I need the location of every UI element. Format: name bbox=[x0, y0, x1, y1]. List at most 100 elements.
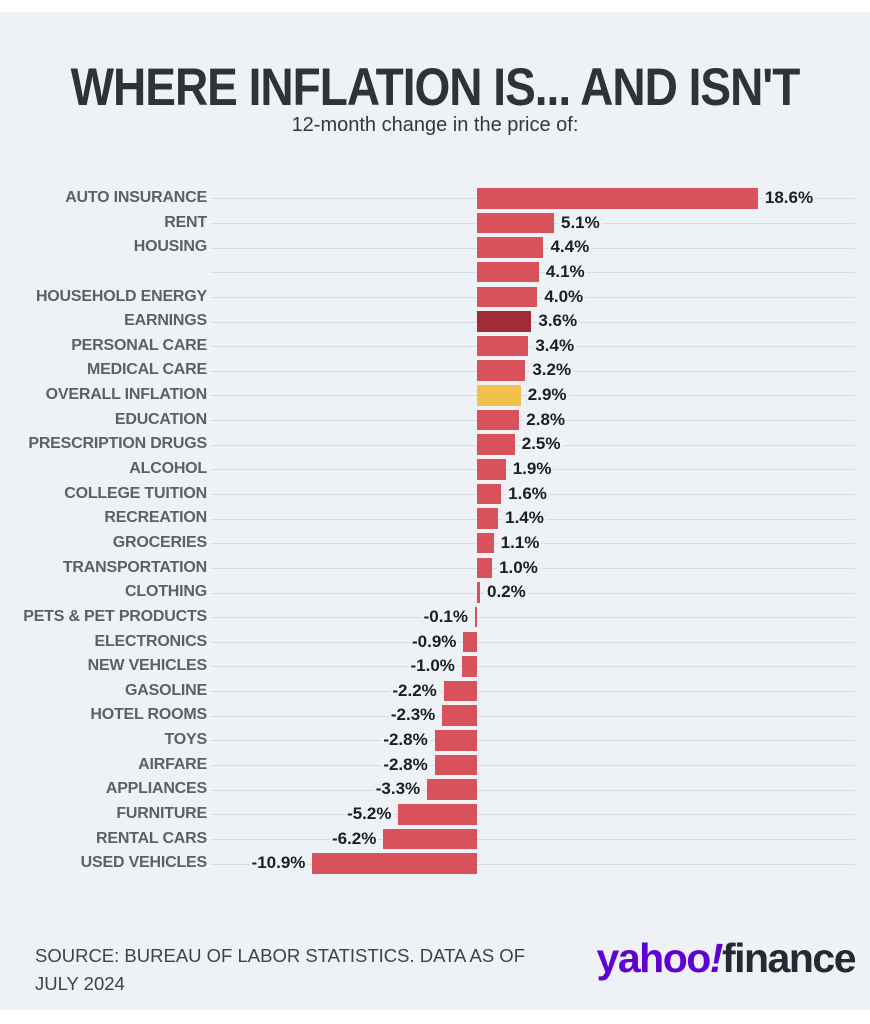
value-label: 1.9% bbox=[510, 457, 554, 482]
gridline bbox=[211, 814, 855, 816]
page-title: WHERE INFLATION IS... AND ISN'T bbox=[70, 57, 801, 117]
category-label: OVERALL INFLATION bbox=[45, 386, 208, 404]
gridline bbox=[211, 765, 855, 767]
bar bbox=[475, 606, 477, 628]
value-label: -10.9% bbox=[249, 851, 308, 876]
value-label: 1.1% bbox=[498, 530, 542, 556]
bar bbox=[477, 261, 539, 283]
value-label: -0.1% bbox=[421, 604, 470, 630]
chart-row: HOTEL ROOMS -2.3% bbox=[0, 703, 870, 729]
category-label: RENTAL CARS bbox=[96, 829, 207, 847]
gridline bbox=[211, 346, 855, 348]
source-line-2: JULY 2024 bbox=[35, 972, 125, 994]
category-label: CLOTHING bbox=[125, 583, 207, 601]
value-label: -2.3% bbox=[388, 703, 438, 729]
gridline bbox=[211, 691, 855, 693]
chart-card: WHERE INFLATION IS... AND ISN'T 12-month… bbox=[0, 12, 870, 1010]
bar bbox=[463, 631, 477, 653]
category-label: TOYS bbox=[164, 731, 208, 749]
value-label: -2.8% bbox=[381, 728, 430, 753]
gridline bbox=[211, 789, 855, 791]
bar bbox=[461, 656, 477, 677]
source-note: SOURCE: BUREAU OF LABOR STATISTICS. DATA… bbox=[35, 942, 525, 998]
category-label: MEDICAL CARE bbox=[87, 361, 207, 379]
chart-row: TRANSPORTATION 1.0% bbox=[0, 555, 870, 581]
bar bbox=[427, 779, 477, 800]
bar bbox=[477, 434, 515, 455]
bar bbox=[477, 286, 538, 308]
chart-row: PRESCRIPTION DRUGS 2.5% bbox=[0, 432, 870, 458]
value-label: 5.1% bbox=[559, 210, 602, 236]
category-label: APPLIANCES bbox=[105, 780, 207, 798]
chart-row: TOYS -2.8% bbox=[0, 728, 870, 753]
value-label: 3.2% bbox=[530, 358, 574, 384]
gridline bbox=[211, 740, 855, 742]
logo-exclamation: ! bbox=[709, 935, 724, 981]
chart-row: GROCERIES 1.1% bbox=[0, 530, 870, 556]
chart-row: EDUCATION 2.8% bbox=[0, 407, 870, 433]
value-label: 2.9% bbox=[525, 383, 569, 408]
yahoo-finance-logo: yahoo!finance bbox=[596, 934, 857, 983]
chart-row: CLOTHING 0.2% bbox=[0, 580, 870, 605]
chart-row: 4.1% bbox=[0, 259, 870, 285]
bar-chart: AUTO INSURANCE 18.6% RENT 5.1% HOUSING 4.4% 4.… bbox=[0, 186, 870, 876]
chart-row: APPLIANCES -3.3% bbox=[0, 777, 870, 803]
value-label: 4.4% bbox=[548, 235, 592, 260]
category-label: TRANSPORTATION bbox=[62, 558, 207, 576]
category-label: PERSONAL CARE bbox=[71, 336, 207, 354]
value-label: 1.4% bbox=[503, 506, 546, 531]
value-label: 1.0% bbox=[497, 555, 540, 581]
gridline bbox=[211, 863, 855, 865]
chart-row: HOUSING 4.4% bbox=[0, 235, 870, 260]
bar bbox=[477, 311, 532, 332]
value-label: 4.1% bbox=[543, 259, 587, 285]
category-label: PETS & PET PRODUCTS bbox=[23, 607, 207, 625]
chart-row: GASOLINE -2.2% bbox=[0, 678, 870, 704]
bar bbox=[477, 508, 499, 529]
chart-row: COLLEGE TUITION 1.6% bbox=[0, 481, 870, 507]
chart-row: PERSONAL CARE 3.4% bbox=[0, 333, 870, 359]
bar bbox=[312, 853, 477, 874]
bar bbox=[443, 680, 477, 702]
bar bbox=[434, 754, 477, 776]
gridline bbox=[211, 592, 855, 594]
category-label: NEW VEHICLES bbox=[87, 657, 208, 675]
source-line-1: SOURCE: BUREAU OF LABOR STATISTICS. DATA… bbox=[35, 945, 525, 966]
chart-row: RECREATION 1.4% bbox=[0, 506, 870, 531]
chart-row: EARNINGS 3.6% bbox=[0, 309, 870, 334]
bar bbox=[434, 730, 477, 751]
value-label: 3.4% bbox=[533, 333, 577, 359]
category-label: GROCERIES bbox=[112, 533, 207, 551]
logo-yahoo-text: yahoo bbox=[596, 935, 712, 981]
chart-row: ALCOHOL 1.9% bbox=[0, 457, 870, 482]
value-label: 18.6% bbox=[762, 186, 816, 211]
category-label: USED VEHICLES bbox=[80, 854, 208, 872]
value-label: 4.0% bbox=[542, 284, 586, 310]
chart-row: FURNITURE -5.2% bbox=[0, 802, 870, 827]
bar bbox=[383, 828, 477, 850]
bar bbox=[477, 385, 521, 406]
value-label: 1.6% bbox=[506, 481, 549, 507]
category-label: RECREATION bbox=[104, 509, 207, 527]
category-label: GASOLINE bbox=[125, 681, 207, 699]
value-label: -1.0% bbox=[408, 654, 457, 679]
gridline bbox=[211, 617, 855, 619]
bar bbox=[442, 705, 477, 726]
bar bbox=[477, 237, 544, 258]
category-label: EARNINGS bbox=[124, 312, 207, 330]
value-label: -2.2% bbox=[390, 678, 439, 704]
category-label: EDUCATION bbox=[114, 410, 207, 428]
category-label: ELECTRONICS bbox=[94, 632, 208, 650]
value-label: 3.6% bbox=[536, 309, 580, 334]
bar bbox=[477, 360, 526, 381]
category-label: HOUSING bbox=[133, 238, 207, 256]
chart-row: HOUSEHOLD ENERGY 4.0% bbox=[0, 284, 870, 310]
category-label: HOUSEHOLD ENERGY bbox=[35, 287, 207, 305]
value-label: 2.8% bbox=[524, 407, 568, 433]
category-label: HOTEL ROOMS bbox=[90, 706, 207, 724]
chart-row: MEDICAL CARE 3.2% bbox=[0, 358, 870, 384]
chart-row: RENTAL CARS -6.2% bbox=[0, 826, 870, 852]
gridline bbox=[211, 715, 855, 717]
value-label: -3.3% bbox=[373, 777, 423, 803]
category-label: ALCOHOL bbox=[129, 460, 207, 478]
